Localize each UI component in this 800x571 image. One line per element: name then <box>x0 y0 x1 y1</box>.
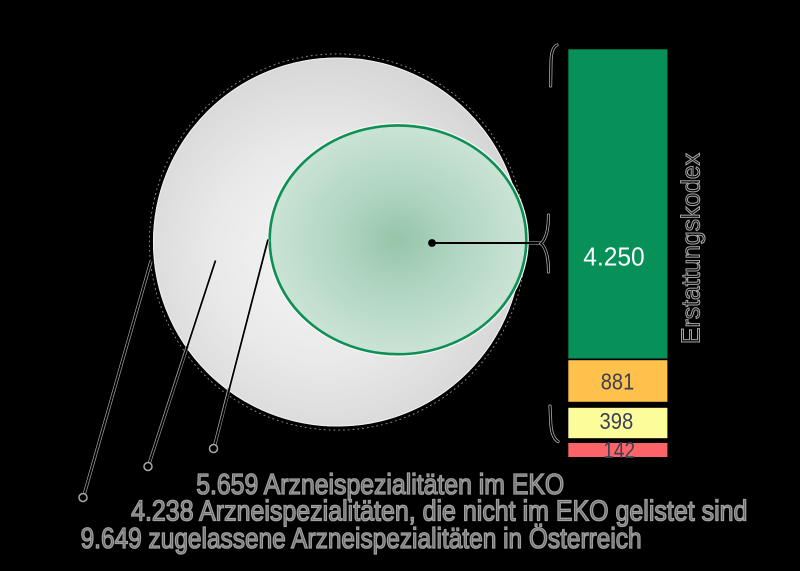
svg-text:Erstattungskodex: Erstattungskodex <box>676 153 706 344</box>
svg-text:4.238 Arzneispezialitäten, die: 4.238 Arzneispezialitäten, die nicht im … <box>131 496 747 528</box>
svg-text:5.659 Arzneispezialitäten im E: 5.659 Arzneispezialitäten im EKO <box>196 469 564 501</box>
svg-text:9.649 zugelassene Arzneispezia: 9.649 zugelassene Arzneispezialitäten in… <box>81 523 642 555</box>
svg-text:398: 398 <box>600 408 634 434</box>
svg-text:142: 142 <box>603 437 635 463</box>
svg-text:881: 881 <box>601 369 634 395</box>
svg-text:4.250: 4.250 <box>583 241 644 271</box>
